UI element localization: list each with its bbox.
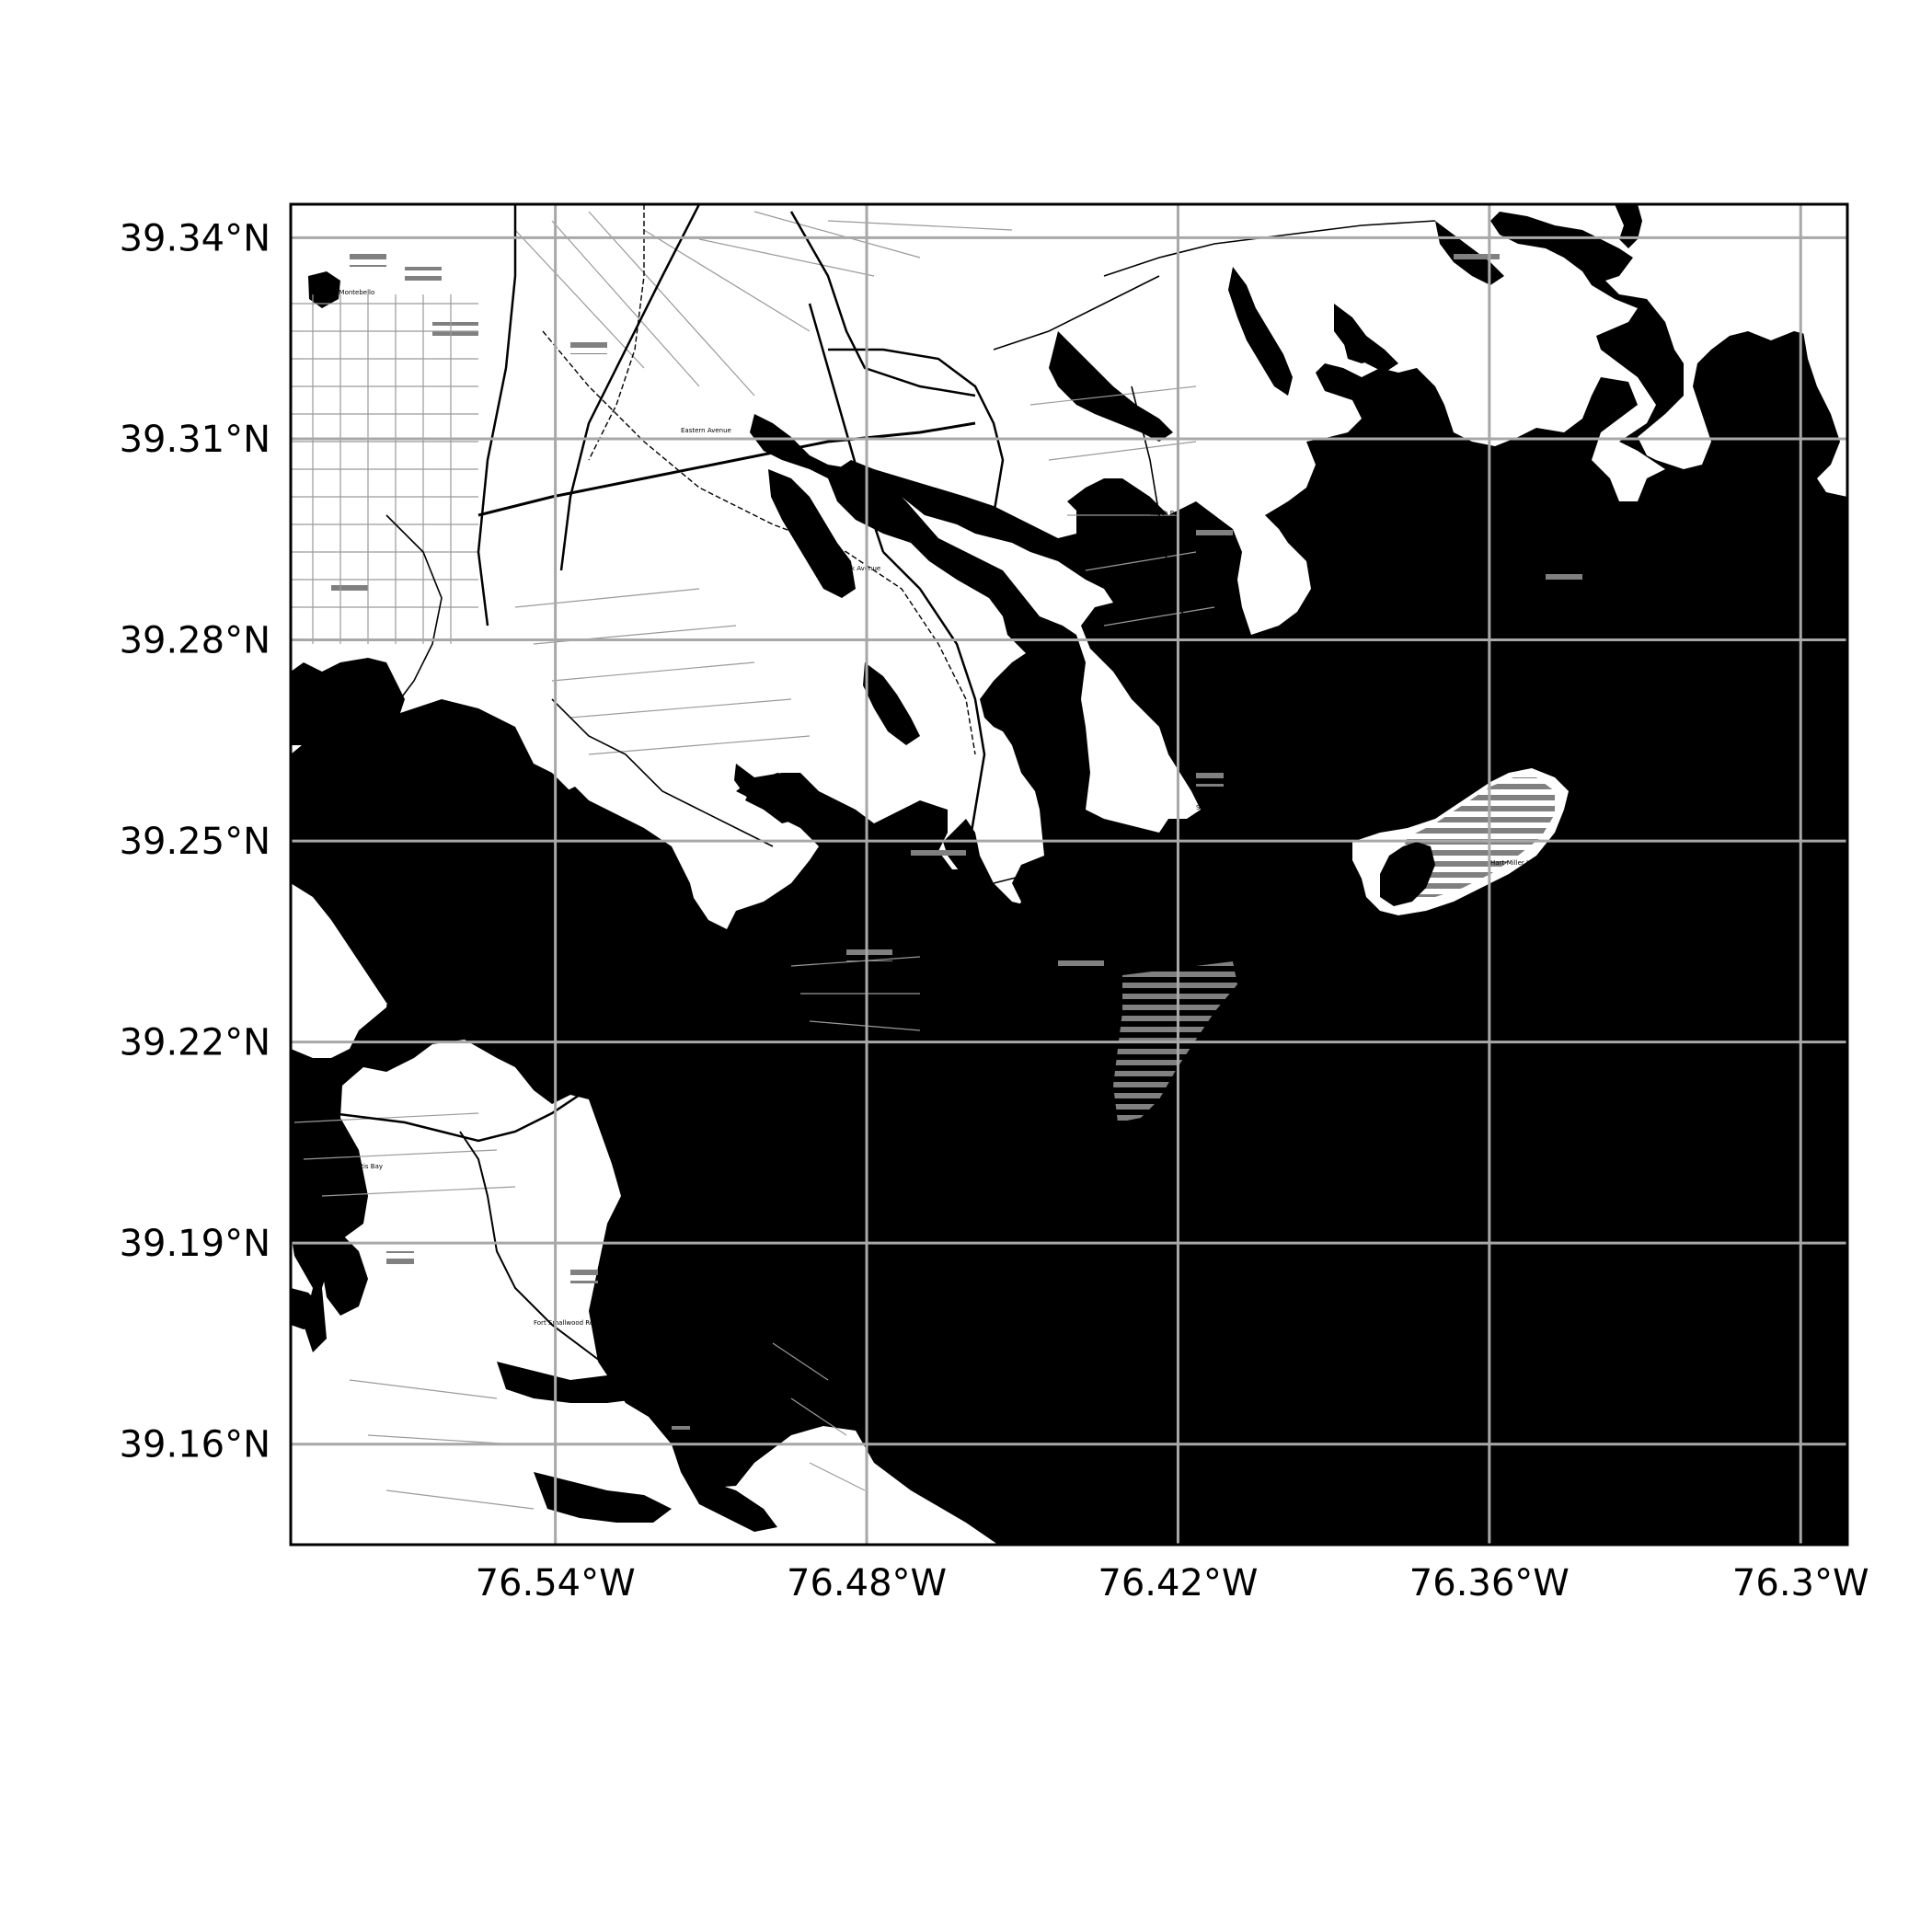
y-axis-tick-labels: 39.34°N 39.31°N 39.28°N 39.25°N 39.22°N 39.19…: [120, 217, 270, 1466]
jones-creek: [863, 662, 920, 745]
minor-streets: [291, 211, 1215, 1510]
chesapeake-bay-water: [291, 204, 1847, 1545]
svg-text:Hart-Miller Island: Hart-Miller Island: [1490, 859, 1546, 867]
hart-miller-pond: [1380, 842, 1435, 906]
hatched-block-l: [570, 1270, 598, 1283]
map-frame: [289, 202, 1849, 1547]
y-tick-label: 39.22°N: [120, 1022, 270, 1064]
y-tick-label: 39.19°N: [120, 1223, 270, 1265]
southwest-creek: [291, 1288, 322, 1329]
back-river-inlet: [1049, 331, 1173, 442]
map-plot-area[interactable]: Lake Montebello Eastern Avenue Dundalk A…: [291, 204, 1847, 1545]
hatched-block-d: [570, 340, 607, 354]
svg-text:North Point Blvd: North Point Blvd: [1150, 510, 1202, 517]
hatched-block-e: [331, 580, 368, 593]
x-tick-label: 76.36°W: [1409, 1562, 1570, 1604]
hatched-block-c: [432, 322, 478, 336]
hatched-block-i: [1546, 570, 1582, 584]
svg-text:Eastern Avenue: Eastern Avenue: [681, 427, 731, 434]
inner-harbor-water: [291, 658, 405, 745]
hatched-block-j: [1454, 248, 1500, 262]
svg-text:Edgemere: Edgemere: [1049, 1172, 1082, 1179]
hatched-block-a: [350, 253, 386, 267]
y-tick-label: 39.16°N: [120, 1424, 270, 1466]
x-tick-label: 76.42°W: [1098, 1562, 1258, 1604]
rail-lines: [542, 204, 976, 755]
east-inlet: [1343, 340, 1380, 363]
svg-text:Sparrows Point: Sparrows Point: [1196, 804, 1244, 811]
hatched-block-k: [386, 1251, 414, 1265]
curtis-creek: [313, 1224, 368, 1316]
x-tick-label: 76.48°W: [787, 1562, 947, 1604]
svg-text:Dundalk Avenue: Dundalk Avenue: [828, 565, 880, 572]
x-axis-tick-labels: 76.54°W 76.48°W 76.42°W 76.36°W 76.3°W: [476, 1562, 1869, 1604]
hatched-block-g: [1196, 773, 1224, 787]
y-tick-label: 39.31°N: [120, 419, 270, 461]
y-tick-label: 39.28°N: [120, 620, 270, 662]
hatched-block-b: [405, 267, 442, 281]
svg-text:Lake Montebello: Lake Montebello: [322, 289, 374, 296]
x-tick-label: 76.3°W: [1732, 1562, 1869, 1604]
stony-creek: [534, 1472, 672, 1523]
hatched-block-o: [1058, 957, 1104, 971]
major-roads: [291, 204, 1436, 1409]
hatched-block-n: [846, 948, 892, 961]
hatched-block-m: [672, 1426, 690, 1435]
map-place-labels: Lake Montebello Eastern Avenue Dundalk A…: [322, 289, 1546, 1327]
x-tick-label: 76.54°W: [476, 1562, 636, 1604]
eastern-shore-land: [1803, 204, 1847, 497]
hart-miller-hatched: [1398, 777, 1555, 897]
middle-river-inlet: [1228, 267, 1293, 396]
y-tick-label: 39.25°N: [120, 821, 270, 863]
rock-creek: [497, 1362, 662, 1403]
hatched-block-h: [1196, 524, 1233, 538]
bodkin-creek: [681, 1472, 777, 1532]
svg-text:Curtis Bay: Curtis Bay: [350, 1163, 383, 1170]
frog-mortar-creek: [1334, 304, 1398, 373]
svg-text:Fort Howard: Fort Howard: [1040, 942, 1079, 949]
lynch-cove: [734, 764, 800, 823]
hatched-block-f: [911, 846, 966, 860]
map-grid: [291, 204, 1847, 1545]
y-tick-label: 39.34°N: [120, 217, 270, 259]
patapsco-river-water: [291, 699, 1030, 1095]
svg-text:Fort Smallwood Road: Fort Smallwood Road: [534, 1319, 602, 1327]
bear-creek-water: [768, 469, 856, 598]
small-pond-nw: [308, 271, 340, 308]
